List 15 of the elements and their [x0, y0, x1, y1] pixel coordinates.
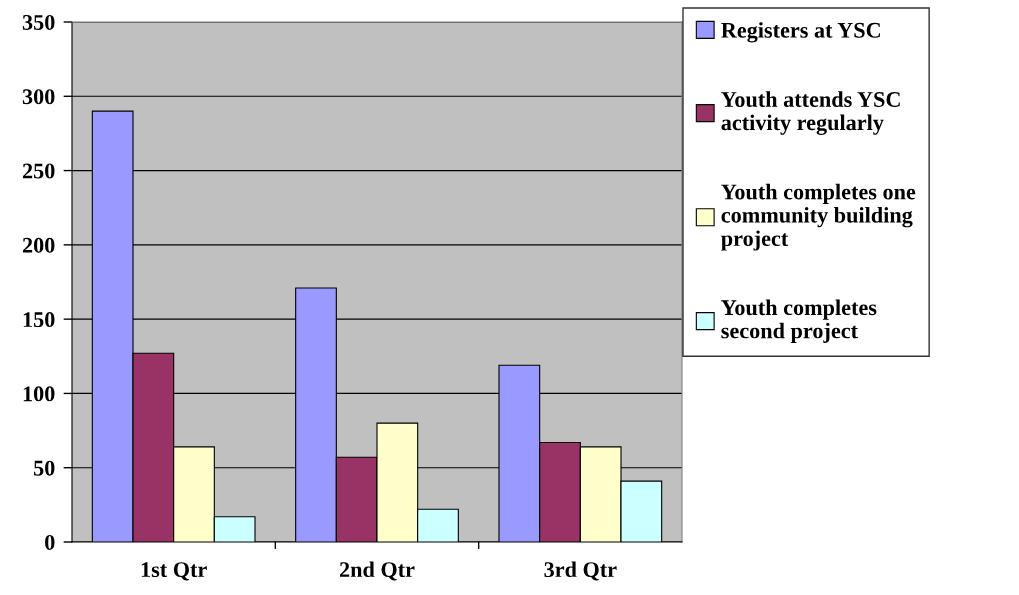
x-tick-label: 1st Qtr [141, 562, 207, 581]
y-tick-label: 50 [34, 460, 55, 476]
x-tick-label: 2nd Qtr [339, 561, 415, 581]
legend-label: Youth attends YSC activity regularly [721, 91, 900, 135]
y-tick-label: 150 [23, 312, 55, 328]
legend-label: Registers at YSC [721, 22, 880, 43]
y-tick-label: 100 [23, 386, 55, 402]
legend-label: Youth completes one community building project [721, 183, 916, 251]
y-tick-label: 350 [22, 14, 55, 30]
y-tick-label: 250 [22, 163, 55, 179]
y-tick-label: 300 [22, 89, 55, 105]
x-tick-label: 3rd Qtr [544, 561, 617, 581]
y-tick-label: 0 [45, 534, 55, 550]
y-tick-label: 200 [22, 237, 55, 253]
legend-label: Youth completes second project [721, 299, 877, 343]
